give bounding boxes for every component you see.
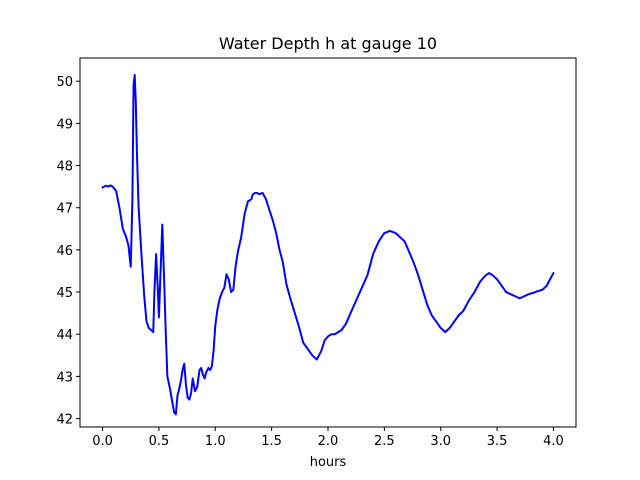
- y-tick-label: 45: [56, 286, 73, 301]
- y-tick-label: 46: [56, 244, 73, 259]
- y-tick-label: 43: [56, 370, 73, 385]
- y-tick-label: 50: [56, 75, 73, 90]
- x-tick-label: 0.5: [149, 434, 170, 449]
- x-tick-label: 1.0: [205, 434, 226, 449]
- x-tick-label: 2.5: [374, 434, 395, 449]
- axes-frame: [79, 57, 577, 428]
- y-tick-label: 49: [56, 117, 73, 132]
- x-tick-label: 4.0: [543, 434, 564, 449]
- y-tick-label: 48: [56, 160, 73, 175]
- x-tick-label: 3.5: [487, 434, 508, 449]
- series-line-0: [101, 73, 555, 416]
- y-axis-ticks: 42 43 44 45 46 47 48 49 50: [56, 75, 80, 428]
- x-tick-label: 3.0: [430, 434, 451, 449]
- y-tick-label: 47: [56, 202, 73, 217]
- x-tick-label: 1.5: [261, 434, 282, 449]
- y-tick-label: 42: [56, 413, 73, 428]
- x-axis-label: hours: [310, 455, 347, 470]
- chart-title: Water Depth h at gauge 10: [219, 34, 437, 53]
- x-tick-label: 0.0: [92, 434, 113, 449]
- plot-area: [101, 73, 555, 416]
- x-axis-ticks: 0.0 0.5 1.0 1.5 2.0 2.5 3.0 3.5 4.0: [92, 427, 564, 449]
- y-tick-label: 44: [56, 328, 73, 343]
- x-tick-label: 2.0: [318, 434, 339, 449]
